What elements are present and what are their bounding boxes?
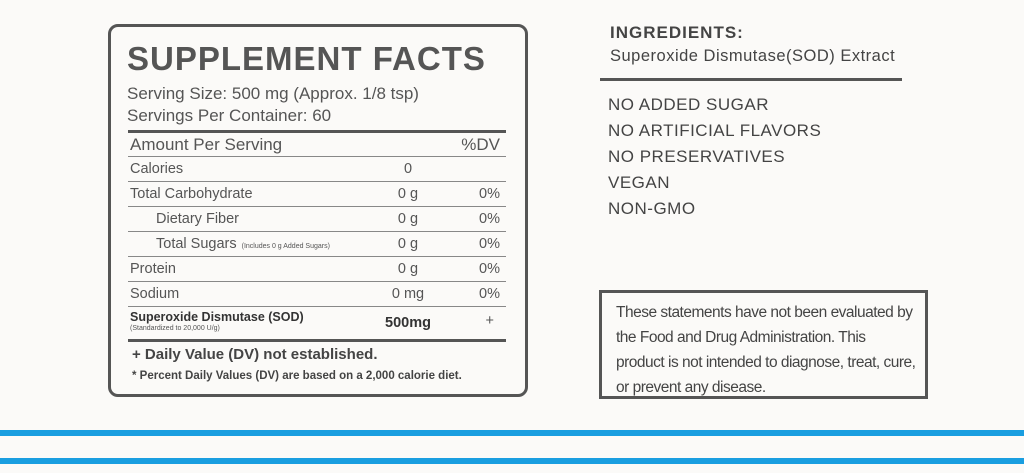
row-amount: 0 mg — [391, 286, 425, 302]
row-amount: 500mg — [385, 315, 431, 331]
panel-title: SUPPLEMENT FACTS — [127, 40, 486, 77]
row-name: Superoxide Dismutase (SOD) — [130, 310, 304, 324]
row: Sodium 0 mg 0% — [128, 282, 506, 307]
ingredients-title: INGREDIENTS: — [610, 23, 744, 42]
claim: NON-GMO — [608, 199, 696, 218]
row: Total Sugars (Includes 0 g Added Sugars) 0… — [128, 232, 506, 257]
facts-panel — [108, 24, 528, 397]
row-amount: 0 g — [397, 236, 419, 252]
row: Dietary Fiber 0 g 0% — [128, 207, 506, 232]
row-amount: 0 g — [397, 211, 419, 227]
stripe — [0, 458, 1024, 464]
row-name: Dietary Fiber — [156, 211, 239, 227]
divider — [128, 130, 506, 133]
row-dv: 0% — [479, 261, 500, 277]
footnote: + Daily Value (DV) not established. — [132, 346, 378, 363]
row-amount: 0 g — [397, 186, 419, 202]
claim: VEGAN — [608, 173, 671, 192]
stripe — [0, 430, 1024, 436]
header-dv: %DV — [461, 135, 500, 154]
row-name: Total Sugars (Includes 0 g Added Sugars) — [156, 236, 330, 252]
header-amount: Amount Per Serving — [130, 135, 283, 154]
divider — [600, 78, 902, 81]
row-dv: 0% — [479, 186, 500, 202]
table-header: Amount Per Serving %DV — [128, 133, 506, 157]
claim: NO ADDED SUGAR — [608, 95, 769, 114]
row: Protein 0 g 0% — [128, 257, 506, 282]
row-name: Total Carbohydrate — [130, 186, 253, 202]
row-amount: 0 g — [397, 261, 419, 277]
footnote: * Percent Daily Values (DV) are based on… — [132, 370, 462, 382]
row-amount: 0 — [403, 161, 413, 177]
claim: NO PRESERVATIVES — [608, 147, 786, 166]
row-name: Protein — [130, 261, 176, 277]
disclaimer: These statements have not been evaluated… — [599, 290, 928, 399]
row-name: Sodium — [130, 286, 180, 302]
row-name: Calories — [130, 161, 184, 177]
claim: NO ARTIFICIAL FLAVORS — [608, 121, 822, 140]
row-dv: + — [485, 313, 494, 329]
row-dv: 0% — [479, 236, 500, 252]
row: Total Carbohydrate 0 g 0% — [128, 182, 506, 207]
row-dv: 0% — [479, 286, 500, 302]
row-dv: 0% — [479, 211, 500, 227]
ingredients-text: Superoxide Dismutase(SOD) Extract — [610, 47, 896, 65]
servings-per-container: Servings Per Container: 60 — [127, 106, 332, 125]
row-name-text: Total Sugars — [156, 236, 237, 252]
serving-size: Serving Size: 500 mg (Approx. 1/8 tsp) — [127, 84, 419, 103]
row-note: (Standardized to 20,000 U/g) — [130, 325, 220, 332]
row: Calories 0 — [128, 157, 506, 182]
row: Superoxide Dismutase (SOD) (Standardized… — [128, 307, 506, 342]
row-note: (Includes 0 g Added Sugars) — [241, 243, 330, 250]
